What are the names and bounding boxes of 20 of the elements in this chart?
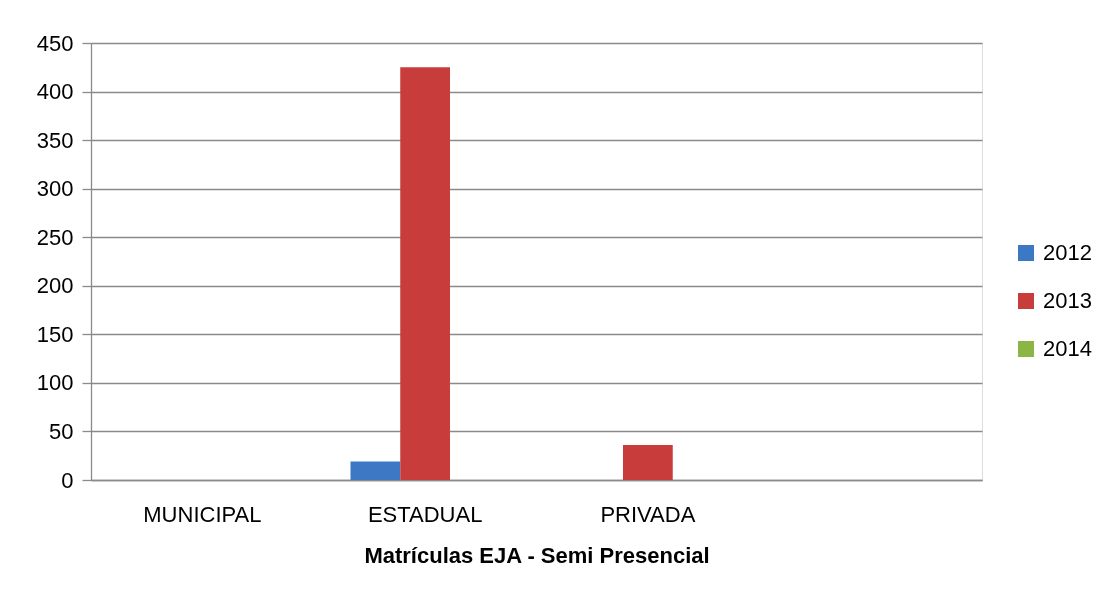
y-tick-label: 200 bbox=[36, 273, 74, 299]
bar bbox=[400, 67, 450, 480]
x-axis-title: Matrículas EJA - Semi Presencial bbox=[364, 542, 710, 568]
y-tick-label: 0 bbox=[61, 467, 74, 493]
x-tick-label: ESTADUAL bbox=[367, 501, 483, 527]
y-tick-label: 100 bbox=[36, 370, 74, 396]
bar bbox=[350, 461, 401, 480]
x-tick-label: MUNICIPAL bbox=[143, 501, 262, 527]
y-tick-label: 300 bbox=[36, 176, 74, 202]
y-tick-label: 450 bbox=[36, 30, 74, 56]
y-tick-label: 50 bbox=[49, 418, 74, 444]
y-tick-label: 350 bbox=[36, 127, 74, 153]
bar bbox=[623, 445, 673, 480]
legend-label: 2013 bbox=[1043, 288, 1092, 313]
x-tick-label: PRIVADA bbox=[600, 501, 696, 527]
y-tick-label: 150 bbox=[36, 321, 74, 347]
legend-label: 2014 bbox=[1043, 336, 1092, 361]
legend-label: 2012 bbox=[1043, 240, 1092, 265]
y-tick-label: 400 bbox=[36, 79, 74, 105]
y-tick-label: 250 bbox=[36, 224, 74, 250]
